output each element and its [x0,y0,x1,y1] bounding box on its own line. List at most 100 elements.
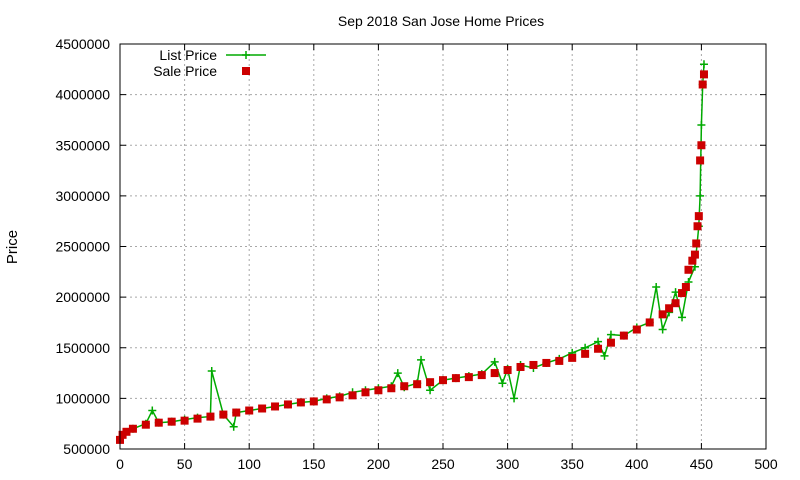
data-point-sale-price [671,299,680,308]
data-point-sale-price [658,310,667,319]
series-sale-price [116,70,708,444]
x-tick-label: 250 [431,456,455,472]
y-tick-label: 3000000 [55,188,110,204]
data-point-sale-price [684,265,693,274]
y-axis-label: Price [4,230,21,264]
data-point-sale-price [464,373,473,382]
data-point-sale-price [529,360,538,369]
data-point-list-price [207,367,216,376]
data-point-list-price [696,191,705,200]
data-point-sale-price [699,70,708,79]
legend-label-sale-price: Sale Price [153,63,217,79]
data-point-list-price [697,121,706,129]
data-point-sale-price [692,239,701,248]
data-point-sale-price [503,366,512,375]
data-point-sale-price [232,408,241,417]
x-tick-label: 100 [238,456,262,472]
data-point-sale-price [681,283,690,291]
x-tick-label: 200 [367,456,391,472]
y-tick-label: 2000000 [55,289,110,305]
data-point-sale-price [374,386,383,395]
data-point-sale-price [180,416,189,425]
data-point-sale-price [439,376,447,385]
x-tick-label: 300 [496,456,520,472]
y-tick-label: 1500000 [55,340,110,356]
data-point-sale-price [387,384,396,393]
data-point-list-price [426,386,435,395]
data-point-sale-price [309,397,318,406]
y-tick-label: 4500000 [55,36,110,52]
data-point-sale-price [258,404,267,413]
data-point-sale-price [322,395,331,404]
data-point-sale-price [694,212,703,221]
data-point-list-price [600,351,609,360]
data-point-sale-price [690,250,699,259]
data-point-sale-price [361,388,370,397]
data-point-list-price [417,355,426,364]
tick-layer: 0 50 100 150 200 250 300 350 400 450 500 500000 1000… [55,36,777,472]
data-point-sale-price [594,344,603,353]
legend-label-list-price: List Price [159,47,217,63]
y-tick-label: 2500000 [55,239,110,255]
data-point-sale-price [665,304,674,313]
x-tick-label: 350 [561,456,585,472]
data-point-sale-price [693,222,702,231]
data-point-sale-price [568,353,577,362]
data-point-sale-price [271,402,280,411]
data-point-sale-price [413,380,422,389]
data-point-sale-price [632,325,641,334]
x-tick-label: 400 [625,456,649,472]
data-point-sale-price [141,420,150,429]
data-point-sale-price [296,398,305,407]
data-point-list-price [510,394,519,403]
x-tick-label: 450 [690,456,714,472]
data-point-list-price [652,283,661,291]
legend-marker-sale-price [242,67,250,75]
data-point-sale-price [698,80,707,89]
data-point-list-price [498,379,507,388]
legend-sample-sale-price [242,67,250,75]
data-point-sale-price [348,391,357,400]
data-point-list-price [229,422,238,431]
y-tick-label: 1000000 [55,390,110,406]
data-point-sale-price [606,338,615,347]
data-point-list-price [393,369,402,378]
data-point-sale-price [193,414,202,423]
data-point-sale-price [696,156,705,165]
x-tick-label: 150 [302,456,326,472]
x-tick-label: 500 [754,456,778,472]
data-point-sale-price [697,141,706,150]
data-point-sale-price [619,331,628,340]
data-point-sale-price [426,378,435,387]
data-point-sale-price [678,289,687,298]
x-tick-label: 50 [177,456,193,472]
data-point-list-price [658,325,667,334]
data-point-list-price [606,330,615,339]
data-point-list-price [148,406,157,415]
data-point-sale-price [477,371,486,380]
data-point-sale-price [283,400,292,409]
data-point-sale-price [245,406,254,415]
data-point-sale-price [128,424,137,433]
x-tick-label: 0 [116,456,124,472]
data-point-sale-price [688,256,697,265]
data-point-list-price [678,313,687,322]
data-point-sale-price [555,356,564,365]
data-point-sale-price [167,417,176,426]
legend-sample-list-price [226,51,266,59]
data-point-list-price [699,60,708,69]
data-point-list-price [594,337,603,346]
data-point-sale-price [206,412,215,421]
y-tick-label: 3500000 [55,137,110,153]
data-point-list-price [490,357,499,366]
data-point-sale-price [451,374,460,383]
y-tick-label: 500000 [63,441,110,457]
legend: List Price Sale Price [153,47,266,79]
legend-marker-list-price [242,51,250,59]
y-tick-label: 4000000 [55,87,110,103]
data-point-sale-price [490,369,499,378]
data-point-sale-price [219,410,228,419]
data-point-sale-price [645,318,654,327]
